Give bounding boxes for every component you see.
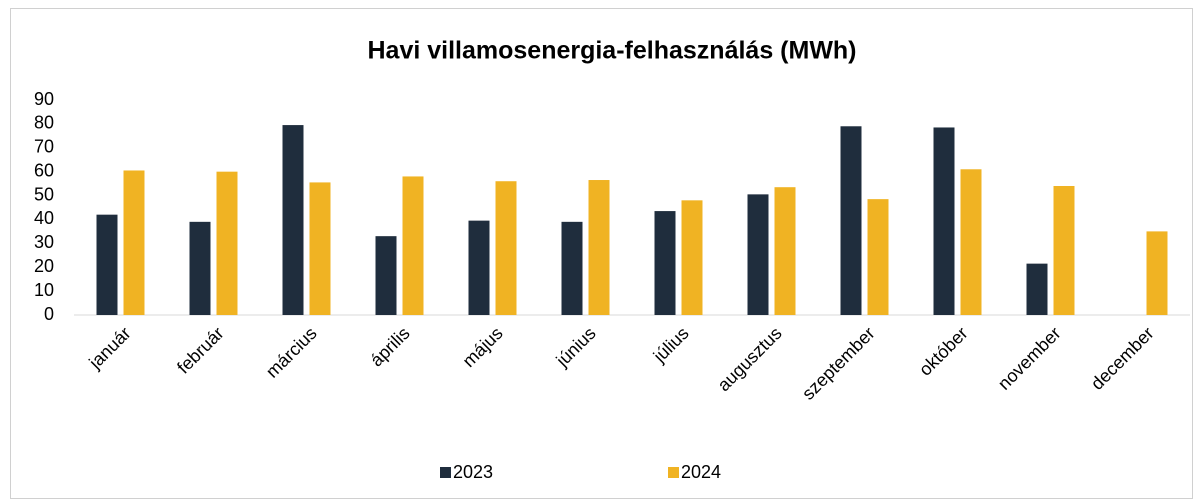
bar <box>747 194 769 315</box>
bar <box>402 176 424 315</box>
y-tick-label: 10 <box>34 280 54 300</box>
bar <box>960 169 982 315</box>
legend-swatch <box>440 467 451 478</box>
legend-label: 2023 <box>453 462 493 482</box>
bar <box>309 182 331 315</box>
y-tick-label: 90 <box>34 89 54 109</box>
bar <box>588 180 610 315</box>
y-tick-label: 60 <box>34 160 54 180</box>
legend-label: 2024 <box>681 462 721 482</box>
bar <box>840 126 862 316</box>
y-tick-label: 70 <box>34 137 54 157</box>
y-tick-label: 40 <box>34 208 54 228</box>
bar <box>561 221 583 315</box>
bar <box>189 221 211 315</box>
bar <box>1053 186 1075 315</box>
y-tick-label: 30 <box>34 232 54 252</box>
y-tick-label: 0 <box>44 304 54 324</box>
chart-title: Havi villamosenergia-felhasználás (MWh) <box>367 37 856 65</box>
y-tick-label: 80 <box>34 113 54 133</box>
y-tick-label: 20 <box>34 256 54 276</box>
y-tick-label: 50 <box>34 184 54 204</box>
bar <box>681 200 703 315</box>
bar <box>654 211 676 315</box>
bar <box>867 199 889 315</box>
bar <box>495 181 517 315</box>
bar <box>216 171 238 315</box>
bar <box>1146 231 1168 315</box>
bar <box>123 170 145 315</box>
bar <box>933 127 955 315</box>
bar <box>774 187 796 315</box>
bar <box>468 220 490 315</box>
bar <box>282 125 304 315</box>
bar <box>96 214 118 315</box>
legend-swatch <box>668 467 679 478</box>
bar <box>375 236 397 315</box>
bar <box>1026 263 1048 315</box>
